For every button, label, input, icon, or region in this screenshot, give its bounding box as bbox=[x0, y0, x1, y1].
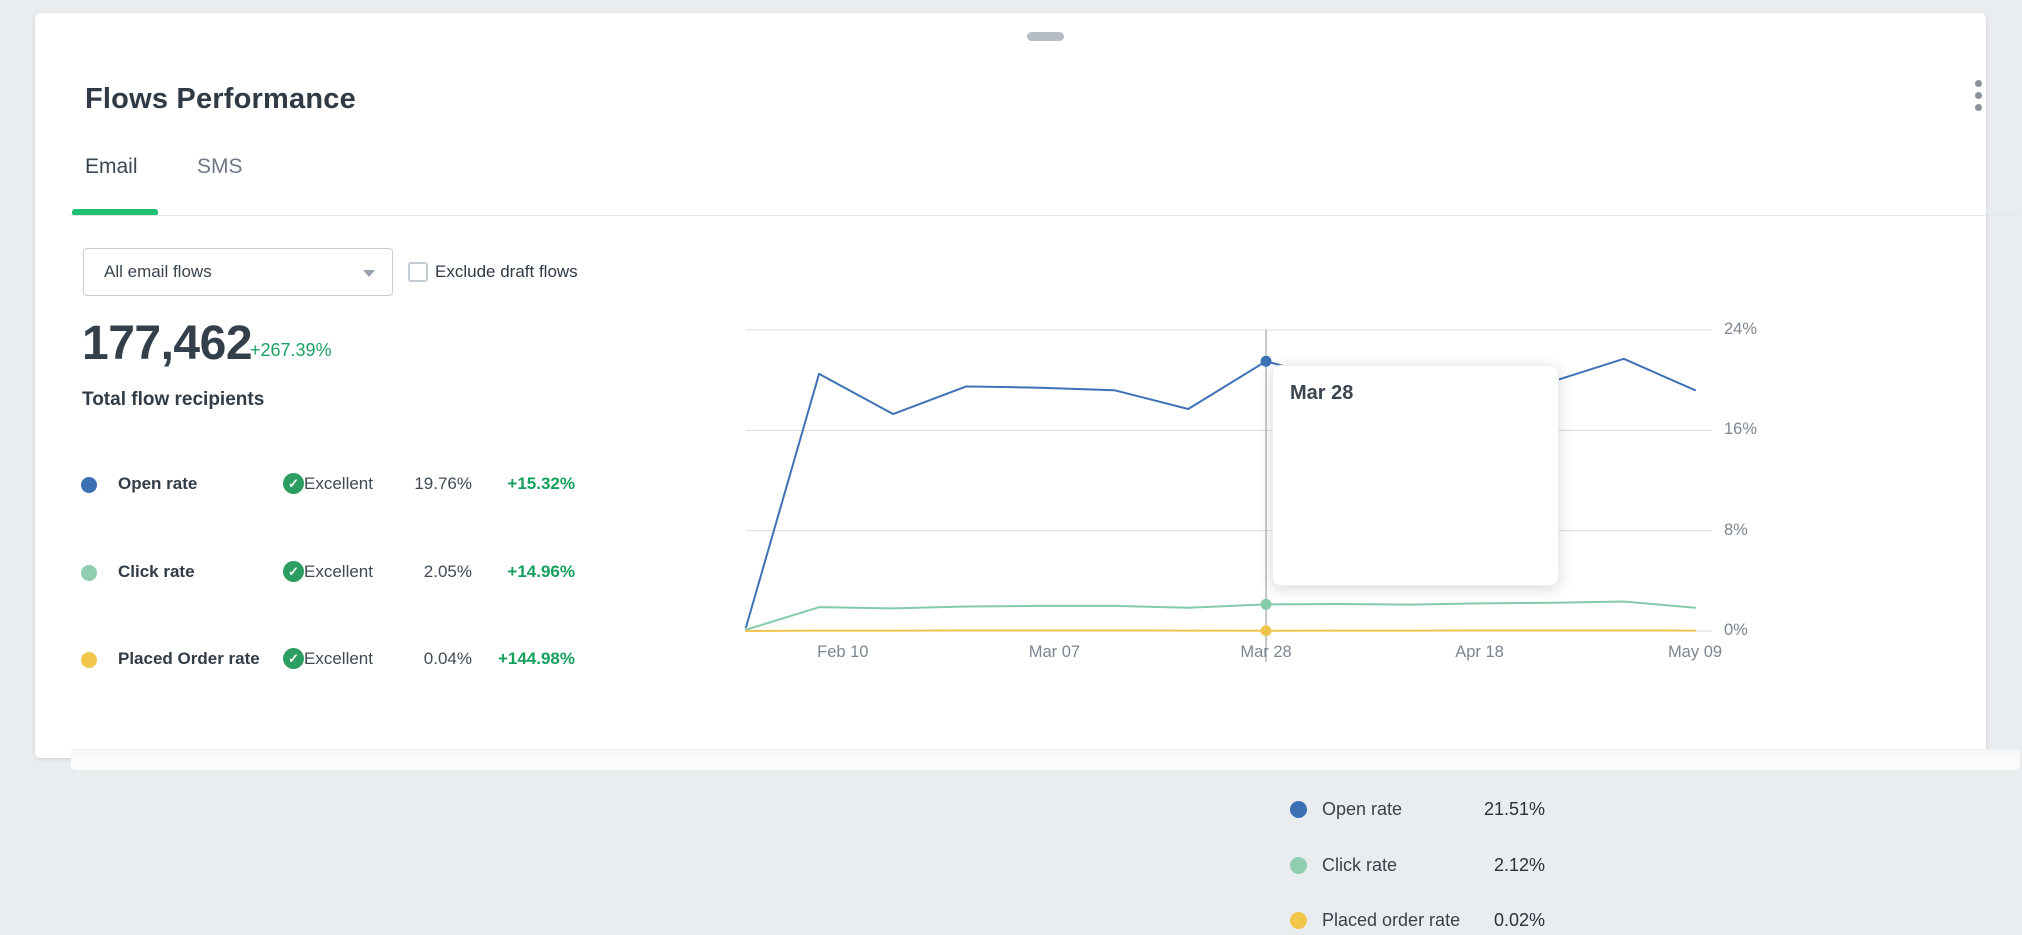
tooltip-label: Open rate bbox=[1322, 799, 1403, 819]
tooltip-row: Open rate 21.51% bbox=[1273, 796, 1560, 824]
placed-order-rate-dot-icon bbox=[81, 652, 97, 668]
metric-delta: +15.32% bbox=[507, 474, 575, 493]
card-footer bbox=[71, 750, 2020, 770]
kebab-dot bbox=[1974, 91, 1982, 99]
placed-order-rate-dot-icon bbox=[1290, 912, 1307, 929]
exclude-draft-label: Exclude draft flows bbox=[435, 262, 578, 281]
tooltip-date: Mar 28 bbox=[1290, 382, 1354, 404]
check-circle-icon: ✓ bbox=[283, 473, 304, 494]
x-axis-label: May 09 bbox=[1667, 643, 1723, 661]
y-axis-label: 8% bbox=[1724, 520, 1748, 539]
metric-rating-label: Excellent bbox=[304, 561, 373, 581]
metric-value: 0.04% bbox=[423, 649, 472, 668]
chevron-down-icon bbox=[363, 270, 375, 277]
tooltip-row: Placed order rate 0.02% bbox=[1273, 907, 1560, 935]
active-tab-indicator bbox=[72, 209, 158, 216]
metric-delta: +14.96% bbox=[507, 562, 575, 581]
metric-row-click-rate: Click rate ✓ Excellent 2.05% +14.96% bbox=[81, 559, 575, 587]
x-axis-label: Mar 07 bbox=[1028, 643, 1081, 661]
metric-name: Click rate bbox=[118, 562, 195, 581]
metric-rating-label: Excellent bbox=[304, 648, 373, 668]
metric-rating: ✓ Excellent bbox=[283, 473, 373, 494]
tooltip-value: 21.51% bbox=[1483, 799, 1545, 819]
metric-value: 2.05% bbox=[423, 562, 472, 581]
total-recipients-value: 177,462 bbox=[82, 317, 253, 370]
total-recipients-delta: +267.39% bbox=[250, 340, 332, 360]
check-circle-icon: ✓ bbox=[283, 561, 304, 582]
page-title: Flows Performance bbox=[85, 83, 356, 115]
open-rate-dot-icon bbox=[81, 477, 97, 493]
y-axis-label: 24% bbox=[1724, 320, 1758, 338]
kebab-dot bbox=[1974, 79, 1982, 87]
metric-value: 19.76% bbox=[414, 474, 472, 493]
kebab-dot bbox=[1974, 103, 1982, 111]
x-axis-label: Feb 10 bbox=[817, 643, 869, 661]
flow-filter-value: All email flows bbox=[104, 262, 212, 281]
open-rate-dot-icon bbox=[1290, 801, 1307, 818]
tab-email[interactable]: Email bbox=[85, 155, 138, 178]
x-axis-label: Apr 18 bbox=[1455, 643, 1504, 661]
click-rate-dot-icon bbox=[81, 565, 97, 581]
tab-sms[interactable]: SMS bbox=[197, 155, 243, 178]
y-axis-label: 16% bbox=[1724, 420, 1758, 439]
card-footer-divider bbox=[71, 749, 2020, 750]
x-axis-label: Mar 28 bbox=[1240, 643, 1292, 661]
tooltip-row: Click rate 2.12% bbox=[1273, 852, 1560, 880]
tooltip-label: Click rate bbox=[1322, 855, 1398, 875]
metric-rating-label: Excellent bbox=[304, 473, 373, 493]
check-circle-icon: ✓ bbox=[283, 648, 304, 669]
metric-row-open-rate: Open rate ✓ Excellent 19.76% +15.32% bbox=[81, 471, 575, 499]
drag-handle-icon[interactable] bbox=[1027, 32, 1064, 41]
tooltip-value: 2.12% bbox=[1493, 855, 1545, 875]
metric-rating: ✓ Excellent bbox=[283, 561, 373, 582]
chart-tooltip: Mar 28 Open rate 21.51% Click rate 2.12%… bbox=[1272, 365, 1559, 930]
page-background: Flows Performance Email SMS All email fl… bbox=[35, 13, 2021, 930]
metric-row-placed-order-rate: Placed Order rate ✓ Excellent 0.04% +144… bbox=[81, 646, 575, 674]
click-rate-dot-icon bbox=[1290, 857, 1307, 874]
metric-rating: ✓ Excellent bbox=[283, 648, 373, 669]
tabs-divider bbox=[70, 215, 2021, 216]
flow-filter-select[interactable]: All email flows bbox=[83, 248, 393, 296]
exclude-draft-checkbox[interactable] bbox=[408, 262, 428, 282]
metric-name: Open rate bbox=[118, 474, 198, 493]
tooltip-value: 0.02% bbox=[1493, 910, 1545, 930]
y-axis-label: 0% bbox=[1724, 621, 1748, 639]
metric-delta: +144.98% bbox=[497, 649, 575, 668]
total-recipients-label: Total flow recipients bbox=[82, 389, 265, 410]
metric-name: Placed Order rate bbox=[118, 649, 260, 668]
kebab-menu-button[interactable] bbox=[1967, 74, 1989, 116]
tooltip-label: Placed order rate bbox=[1322, 910, 1461, 930]
